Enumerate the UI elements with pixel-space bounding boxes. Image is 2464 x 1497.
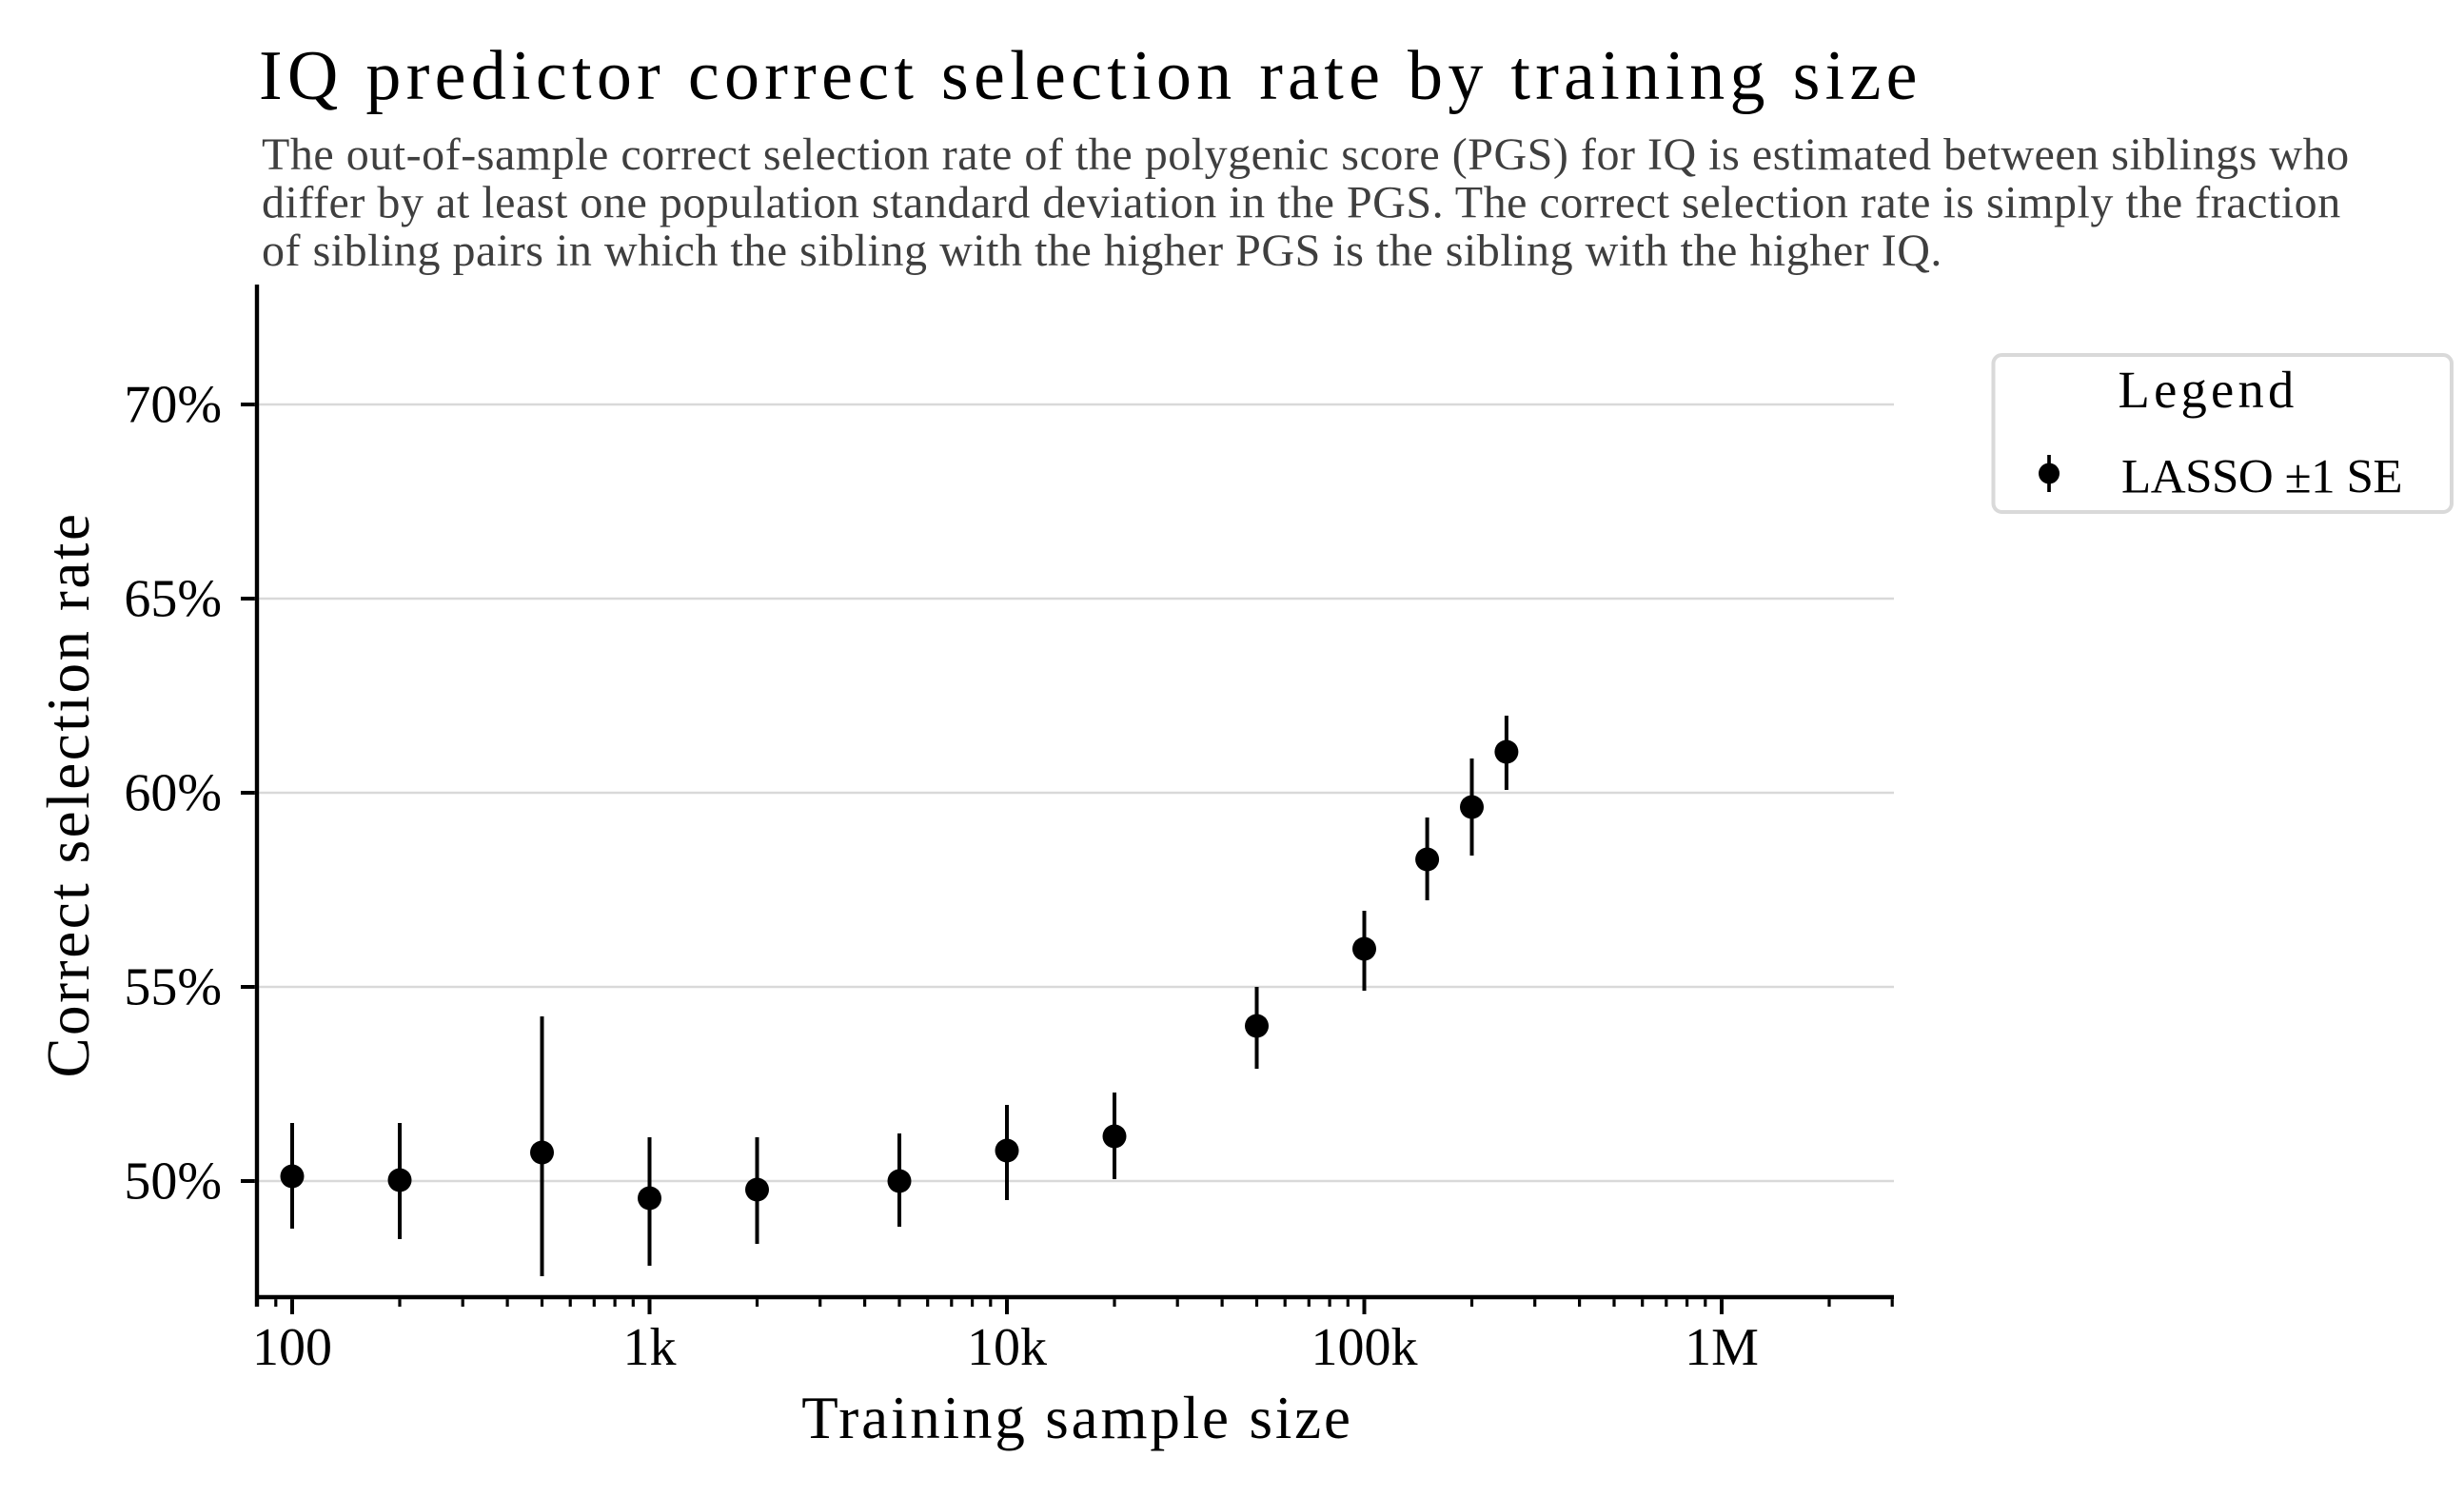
svg-text:1k: 1k bbox=[623, 1318, 677, 1377]
svg-text:60%: 60% bbox=[124, 764, 222, 823]
svg-text:100k: 100k bbox=[1311, 1318, 1418, 1377]
svg-text:Legend: Legend bbox=[2119, 361, 2298, 419]
svg-text:Correct selection rate: Correct selection rate bbox=[35, 511, 102, 1077]
svg-text:Training sample size: Training sample size bbox=[801, 1385, 1353, 1451]
svg-text:10k: 10k bbox=[967, 1318, 1047, 1377]
svg-text:IQ predictor correct selection: IQ predictor correct selection rate by t… bbox=[259, 37, 1922, 115]
svg-text:50%: 50% bbox=[124, 1152, 222, 1211]
svg-text:1M: 1M bbox=[1685, 1318, 1759, 1377]
svg-text:differ by at least one populat: differ by at least one population standa… bbox=[262, 178, 2341, 228]
svg-text:70%: 70% bbox=[124, 376, 222, 435]
svg-text:55%: 55% bbox=[124, 958, 222, 1017]
svg-text:The out-of-sample correct sele: The out-of-sample correct selection rate… bbox=[262, 129, 2350, 180]
svg-text:65%: 65% bbox=[124, 570, 222, 629]
svg-text:100: 100 bbox=[252, 1318, 332, 1377]
svg-text:of sibling pairs in which the: of sibling pairs in which the sibling wi… bbox=[262, 226, 1942, 276]
svg-text:LASSO ±1 SE: LASSO ±1 SE bbox=[2121, 451, 2402, 504]
